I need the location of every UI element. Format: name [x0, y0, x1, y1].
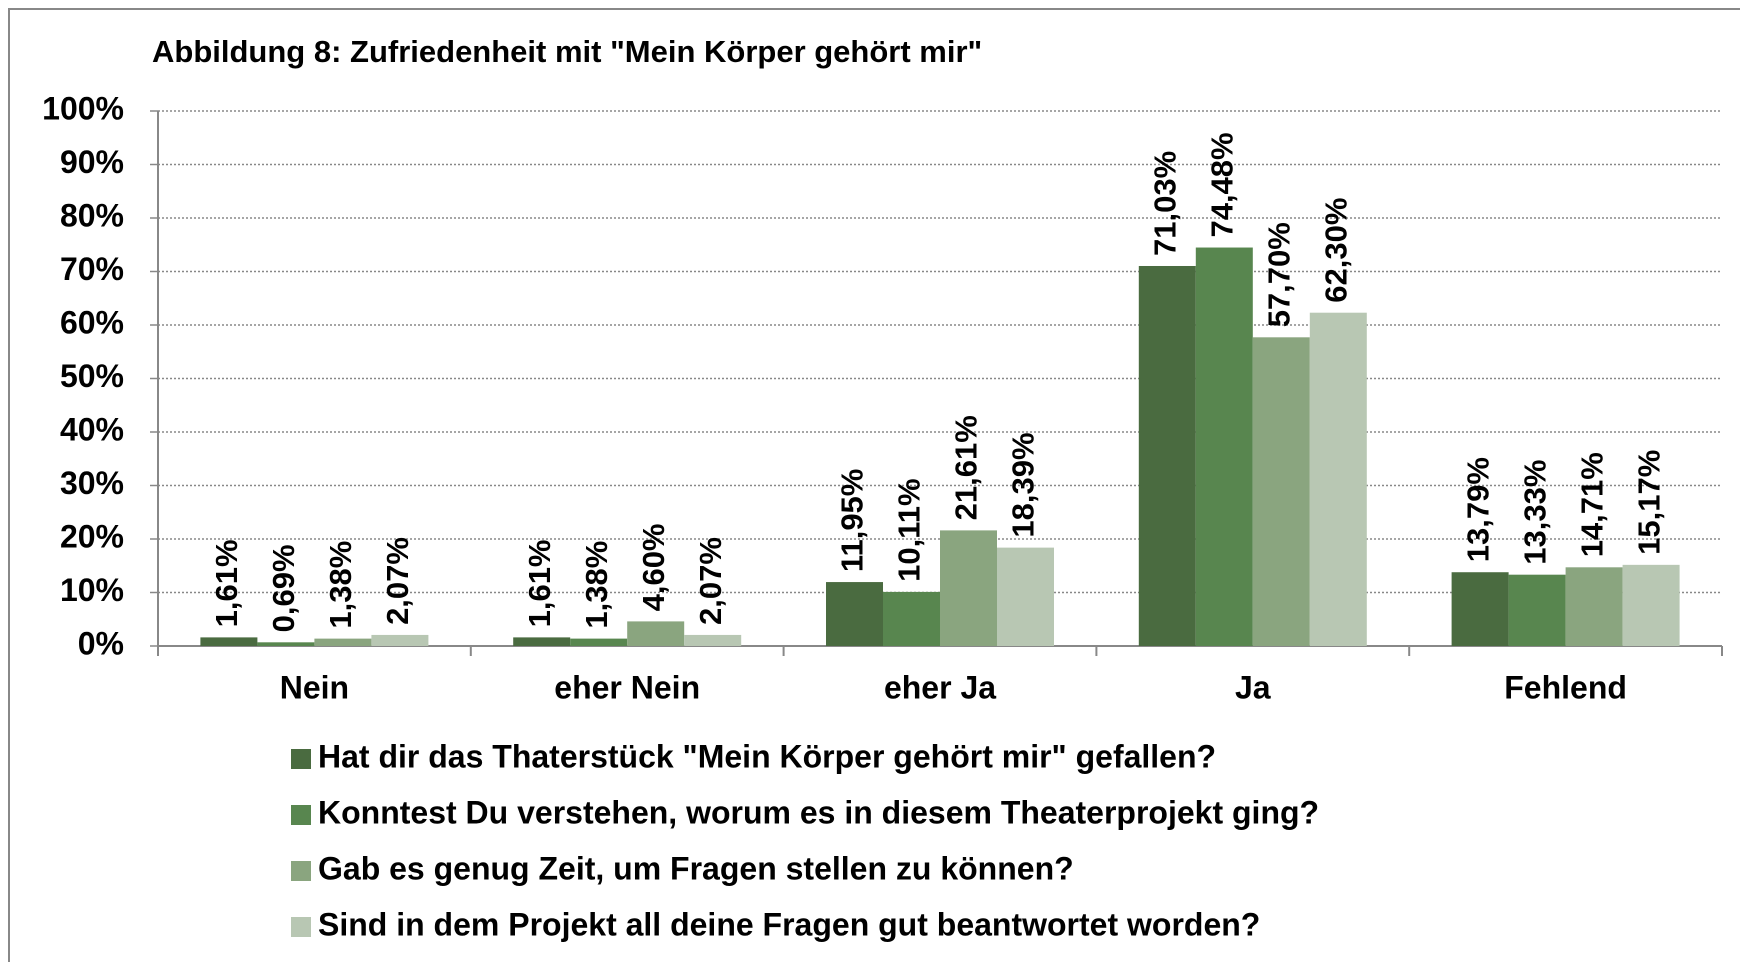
- value-label: 74,48%: [1204, 132, 1239, 237]
- value-label: 14,71%: [1574, 452, 1609, 557]
- bar: [826, 582, 883, 646]
- value-label: 71,03%: [1147, 151, 1182, 256]
- y-tick-label: 30%: [60, 465, 124, 501]
- bar: [627, 621, 685, 646]
- value-label: 15,17%: [1631, 450, 1666, 555]
- bar: [200, 637, 258, 646]
- value-label: 4,60%: [636, 523, 671, 611]
- value-label: 11,95%: [835, 469, 870, 572]
- legend-label: Sind in dem Projekt all deine Fragen gut…: [318, 906, 1260, 942]
- value-label: 13,79%: [1460, 457, 1495, 562]
- legend-swatch: [291, 749, 311, 769]
- y-tick-label: 80%: [60, 197, 124, 233]
- bar: [570, 638, 628, 646]
- value-label: 2,07%: [380, 537, 415, 625]
- value-label: 1,61%: [209, 539, 244, 627]
- chart-title: Abbildung 8: Zufriedenheit mit "Mein Kör…: [152, 34, 982, 69]
- x-tick-label: Nein: [280, 669, 349, 705]
- x-tick-label: eher Ja: [884, 669, 996, 705]
- y-tick-label: 60%: [60, 304, 124, 340]
- bar: [1508, 574, 1566, 646]
- y-tick-label: 40%: [60, 411, 124, 447]
- x-tick-label: Ja: [1235, 669, 1271, 705]
- value-label: 18,39%: [1006, 432, 1041, 537]
- bar: [371, 634, 429, 646]
- value-label: 2,07%: [693, 537, 728, 625]
- bar: [1451, 572, 1509, 646]
- legend-label: Gab es genug Zeit, um Fragen stellen zu …: [318, 850, 1074, 886]
- bar: [883, 591, 940, 646]
- bar: [1195, 247, 1253, 647]
- x-tick-label: eher Nein: [554, 669, 700, 705]
- value-label: 10,11%: [892, 478, 927, 581]
- bar: [1252, 337, 1310, 646]
- legend-swatch: [291, 861, 311, 881]
- y-tick-label: 100%: [42, 90, 124, 126]
- value-label: 13,33%: [1517, 460, 1552, 565]
- bar: [513, 637, 571, 646]
- y-tick-label: 0%: [78, 625, 124, 661]
- value-label: 1,38%: [323, 541, 358, 629]
- y-tick-label: 20%: [60, 518, 124, 554]
- value-label: 1,38%: [579, 541, 614, 629]
- bar: [257, 642, 315, 646]
- y-tick-label: 70%: [60, 251, 124, 287]
- value-label: 0,69%: [266, 544, 301, 632]
- bar: [1138, 265, 1196, 646]
- y-tick-label: 50%: [60, 358, 124, 394]
- bar: [684, 634, 742, 646]
- bar: [1622, 564, 1680, 646]
- bar: [940, 530, 997, 646]
- value-label: 57,70%: [1261, 222, 1296, 327]
- legend-swatch: [291, 805, 311, 825]
- bar: [314, 638, 372, 646]
- legend-swatch: [291, 917, 311, 937]
- x-tick-label: Fehlend: [1504, 669, 1627, 705]
- legend-label: Konntest Du verstehen, worum es in diese…: [318, 794, 1319, 830]
- y-tick-label: 10%: [60, 572, 124, 608]
- bar: [1565, 567, 1623, 646]
- bar: [1309, 312, 1367, 646]
- bar: [997, 547, 1054, 646]
- value-label: 21,61%: [949, 415, 984, 520]
- y-tick-label: 90%: [60, 144, 124, 180]
- value-label: 62,30%: [1318, 198, 1353, 303]
- legend-label: Hat dir das Thaterstück "Mein Körper geh…: [318, 738, 1216, 774]
- value-label: 1,61%: [522, 539, 557, 627]
